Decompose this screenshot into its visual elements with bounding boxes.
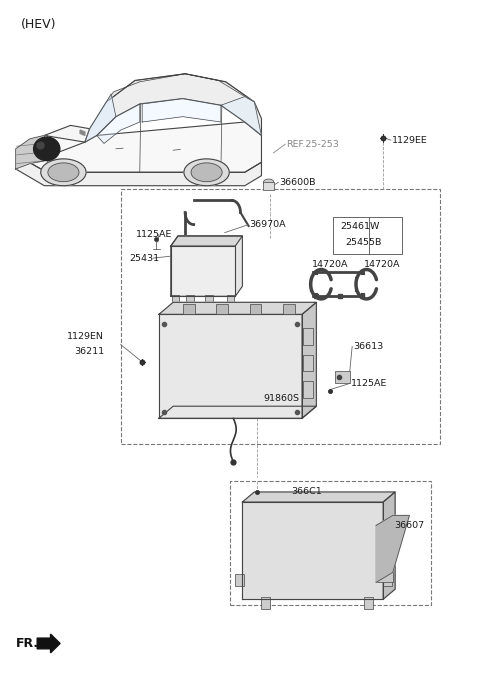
Bar — [303, 355, 312, 371]
Polygon shape — [16, 125, 90, 169]
Polygon shape — [242, 502, 383, 599]
Text: 25455B: 25455B — [345, 238, 382, 247]
Bar — [250, 304, 262, 314]
Bar — [227, 295, 234, 308]
Text: 1125AE: 1125AE — [351, 379, 387, 388]
Polygon shape — [171, 236, 242, 246]
Polygon shape — [221, 96, 262, 135]
Bar — [235, 574, 244, 586]
Bar — [264, 182, 274, 190]
Polygon shape — [85, 94, 116, 142]
Bar — [383, 574, 392, 586]
Bar — [120, 189, 441, 444]
Ellipse shape — [264, 179, 274, 186]
Bar — [205, 295, 213, 308]
Polygon shape — [159, 314, 302, 418]
Text: 14720A: 14720A — [312, 260, 348, 269]
Bar — [364, 597, 372, 609]
Bar — [172, 295, 180, 308]
Text: 1125AE: 1125AE — [136, 230, 172, 239]
Bar — [216, 304, 228, 314]
Bar — [186, 295, 194, 308]
Polygon shape — [142, 98, 221, 122]
Ellipse shape — [37, 142, 44, 149]
Text: 36600B: 36600B — [279, 178, 316, 187]
Text: 91860S: 91860S — [263, 394, 299, 402]
Polygon shape — [171, 236, 242, 296]
Bar — [230, 481, 431, 604]
Text: 25461W: 25461W — [340, 222, 380, 231]
Text: 36607: 36607 — [394, 521, 424, 530]
Text: 25431: 25431 — [129, 254, 159, 262]
Bar — [333, 217, 402, 254]
Text: 36613: 36613 — [353, 342, 384, 351]
Polygon shape — [302, 302, 316, 418]
Polygon shape — [171, 246, 235, 296]
Bar — [183, 304, 195, 314]
Polygon shape — [16, 135, 44, 169]
Text: 36211: 36211 — [74, 347, 105, 357]
Polygon shape — [242, 492, 395, 502]
Text: 36970A: 36970A — [250, 220, 286, 229]
Text: 1129EN: 1129EN — [67, 332, 104, 341]
Polygon shape — [376, 516, 409, 582]
Bar — [303, 328, 312, 345]
Text: REF.25-253: REF.25-253 — [286, 139, 339, 149]
Polygon shape — [97, 104, 140, 143]
Ellipse shape — [34, 137, 60, 161]
Polygon shape — [16, 157, 262, 186]
Polygon shape — [383, 492, 395, 599]
Text: (HEV): (HEV) — [21, 18, 56, 31]
Bar — [336, 371, 350, 384]
Bar — [303, 382, 312, 398]
Polygon shape — [20, 122, 262, 172]
Polygon shape — [37, 634, 60, 653]
Bar — [376, 526, 393, 582]
Polygon shape — [80, 130, 85, 135]
Ellipse shape — [191, 163, 222, 182]
Ellipse shape — [48, 163, 79, 182]
Text: 1129EE: 1129EE — [392, 136, 428, 145]
Polygon shape — [85, 74, 262, 142]
Ellipse shape — [41, 159, 86, 186]
Text: 366C1: 366C1 — [291, 487, 322, 497]
Polygon shape — [107, 74, 254, 102]
Polygon shape — [159, 302, 316, 314]
Bar — [283, 304, 295, 314]
Ellipse shape — [184, 159, 229, 186]
Polygon shape — [159, 406, 316, 418]
Text: 14720A: 14720A — [364, 260, 401, 269]
Text: FR.: FR. — [16, 637, 39, 650]
Bar — [262, 597, 270, 609]
